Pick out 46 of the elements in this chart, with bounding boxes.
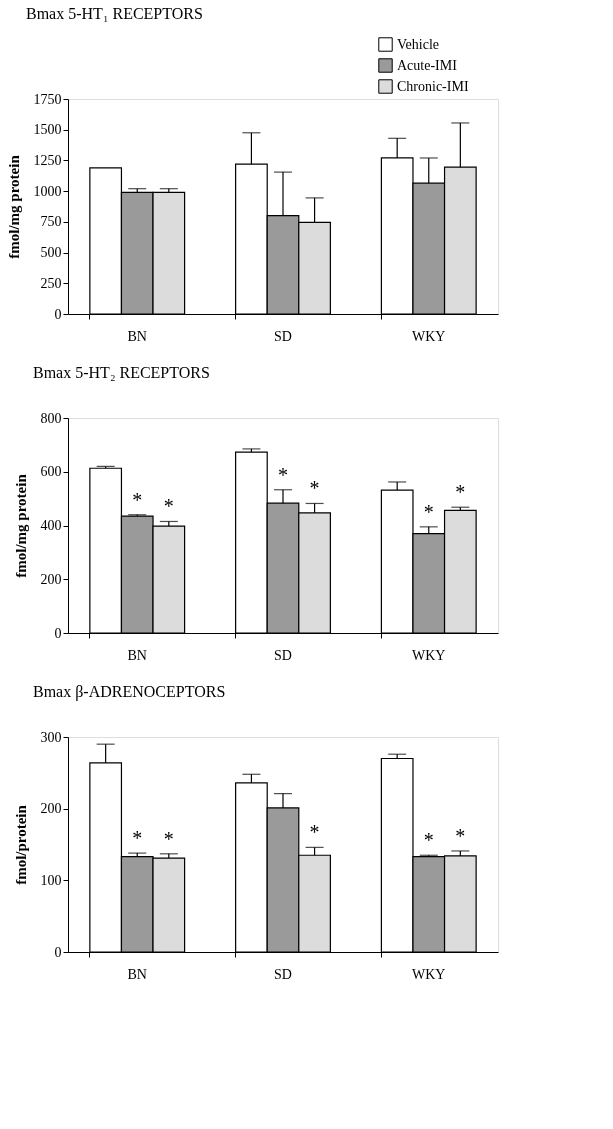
y-tick-label: 1750: [33, 91, 62, 107]
data-label: *: [278, 463, 288, 486]
y-tick-label: 1500: [33, 122, 62, 138]
y-axis-title: fmol/mg protein: [5, 154, 22, 259]
y-tick-label: 1000: [33, 183, 62, 199]
data-label: *: [423, 829, 434, 852]
y-tick-label: 100: [40, 872, 62, 888]
legend-label: Vehicle: [397, 36, 439, 52]
chart-title: Bmax 5-HT₁ RECEPTORS: [26, 5, 203, 22]
y-tick-label: 750: [40, 214, 62, 230]
x-tick-label: WKY: [412, 966, 446, 982]
y-tick-label: 250: [40, 275, 62, 291]
x-tick-label: BN: [127, 328, 147, 344]
y-tick-label: 0: [54, 944, 62, 960]
chart-title: Bmax β-ADRENOCEPTORS: [33, 683, 226, 701]
y-tick-label: 1250: [33, 152, 62, 168]
legend-label: Acute-IMI: [397, 57, 458, 73]
data-label: *: [132, 488, 143, 511]
x-tick-label: WKY: [412, 647, 446, 663]
y-tick-label: 800: [40, 410, 62, 426]
y-axis-title: fmol/protein: [12, 804, 29, 885]
y-tick-label: 400: [40, 518, 62, 533]
y-tick-label: 200: [40, 801, 62, 817]
data-label: *: [455, 481, 466, 504]
y-tick-label: 500: [40, 245, 62, 261]
x-tick-label: SD: [274, 647, 292, 663]
y-axis-title: fmol/mg protein: [12, 473, 29, 578]
legend-label: Chronic-IMI: [397, 78, 469, 94]
x-tick-label: BN: [127, 966, 147, 982]
y-tick-label: 0: [54, 306, 62, 322]
x-tick-label: SD: [274, 328, 292, 344]
data-label: *: [163, 827, 174, 850]
data-label: *: [132, 827, 143, 850]
x-tick-label: WKY: [412, 328, 446, 344]
y-tick-label: 300: [40, 729, 62, 745]
chart-title: Bmax 5-HT₂ RECEPTORS: [33, 364, 210, 381]
data-label: *: [423, 500, 434, 523]
data-label: *: [455, 824, 466, 847]
data-label: *: [163, 495, 174, 518]
x-tick-label: SD: [274, 966, 292, 982]
data-label: *: [309, 477, 320, 500]
y-tick-label: 600: [40, 464, 62, 480]
data-label: *: [309, 821, 320, 844]
x-tick-label: BN: [127, 647, 147, 663]
y-tick-label: 0: [54, 625, 62, 641]
y-tick-label: 200: [40, 571, 62, 587]
